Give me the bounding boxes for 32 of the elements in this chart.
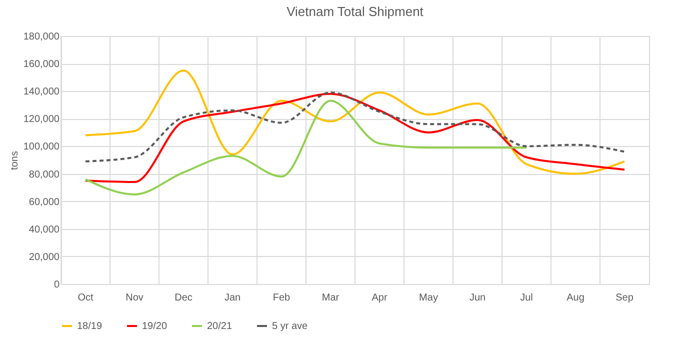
y-tick-label: 0	[54, 280, 60, 290]
y-tick-label: 160,000	[23, 59, 60, 70]
y-tick-label: 180,000	[23, 32, 60, 42]
legend-label: 18/19	[77, 321, 102, 332]
x-tick-label: Apr	[372, 292, 388, 304]
legend-label: 5 yr ave	[272, 321, 308, 332]
x-tick-label: Sep	[616, 292, 634, 304]
y-tick-label: 20,000	[28, 252, 60, 263]
line-series	[84, 91, 626, 162]
x-tick-label: Feb	[272, 292, 291, 304]
line-series	[84, 69, 626, 175]
chart-title: Vietnam Total Shipment	[286, 4, 424, 19]
x-tick-label: May	[419, 292, 438, 304]
x-tick-label: Nov	[126, 292, 144, 304]
y-tick-label: 140,000	[23, 86, 60, 98]
y-tick-label: 120,000	[23, 114, 60, 126]
y-tick-label: 60,000	[28, 196, 60, 208]
x-tick-label: Oct	[78, 292, 94, 304]
y-tick-label: 100,000	[23, 142, 60, 153]
y-tick-label: 40,000	[28, 224, 60, 236]
legend-label: 19/20	[142, 321, 168, 332]
x-tick-label: Jan	[224, 292, 241, 304]
x-tick-label: Aug	[566, 292, 584, 304]
y-axis-title: tons	[9, 151, 20, 170]
x-tick-label: Dec	[174, 292, 192, 304]
x-tick-label: Jul	[520, 292, 533, 304]
legend-label: 20/21	[207, 321, 232, 332]
line-series	[84, 100, 528, 196]
x-tick-label: Jun	[469, 292, 486, 304]
line-series	[84, 92, 626, 184]
y-tick-label: 80,000	[28, 169, 60, 180]
x-tick-label: Mar	[322, 292, 340, 304]
